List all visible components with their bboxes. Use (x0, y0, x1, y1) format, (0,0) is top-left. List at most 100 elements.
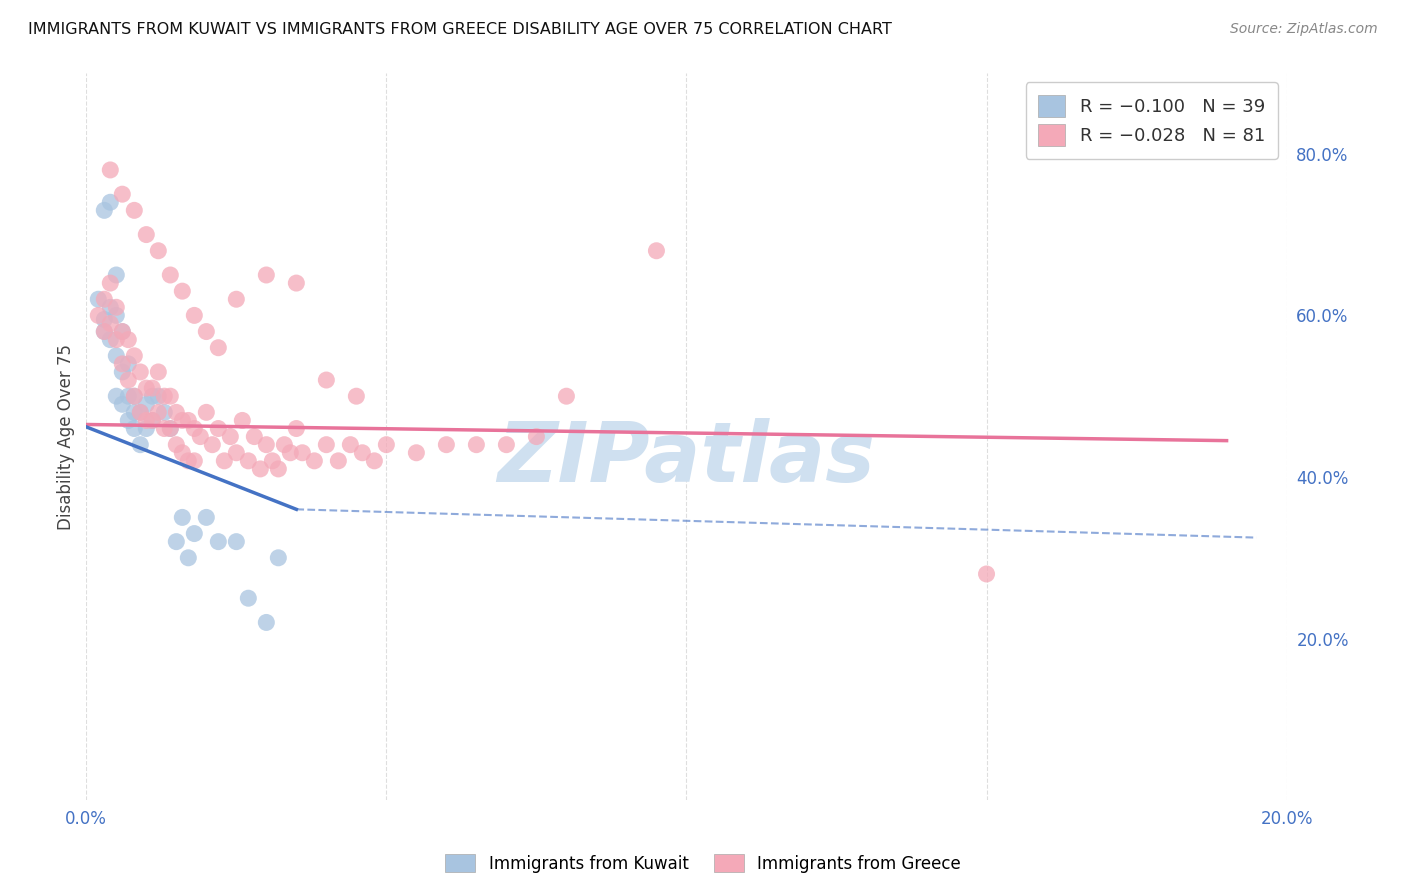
Point (148, 405, 170, 419)
Point (148, 244, 170, 258)
Point (285, 276, 308, 290)
Y-axis label: Disability Age Over 75: Disability Age Over 75 (58, 343, 75, 530)
Point (195, 510, 218, 524)
Point (117, 333, 139, 347)
Point (93, 312, 115, 326)
Point (434, 438, 457, 452)
Point (148, 389, 170, 403)
Point (183, 309, 205, 323)
Point (135, 413, 157, 427)
Point (124, 389, 146, 403)
Point (98, 317, 121, 331)
Point (124, 349, 146, 363)
Point (98, 333, 121, 347)
Point (111, 325, 134, 339)
Point (135, 397, 157, 411)
Point (129, 365, 152, 379)
Point (111, 365, 134, 379)
Point (117, 373, 139, 387)
Point (188, 429, 211, 443)
Point (124, 203, 146, 218)
Point (238, 591, 260, 606)
Point (183, 421, 205, 435)
Point (105, 333, 128, 347)
Point (111, 325, 134, 339)
Point (111, 187, 134, 202)
Point (124, 389, 146, 403)
Point (111, 357, 134, 371)
Point (172, 510, 194, 524)
Point (111, 397, 134, 411)
Point (273, 438, 295, 452)
Point (254, 438, 277, 452)
Point (291, 446, 314, 460)
Point (105, 301, 128, 315)
Point (280, 446, 302, 460)
Point (214, 454, 236, 468)
Point (93, 325, 115, 339)
Point (159, 268, 181, 282)
Point (105, 268, 128, 282)
Point (405, 446, 427, 460)
Point (172, 284, 194, 298)
Point (141, 413, 163, 427)
Point (315, 373, 337, 387)
Point (129, 405, 152, 419)
Point (363, 454, 385, 468)
Point (225, 446, 247, 460)
Point (93, 292, 115, 306)
Point (98, 276, 121, 290)
Point (135, 227, 157, 242)
Point (315, 438, 337, 452)
Point (124, 421, 146, 435)
Point (352, 446, 374, 460)
Point (153, 421, 176, 435)
Point (159, 421, 181, 435)
Text: Source: ZipAtlas.com: Source: ZipAtlas.com (1230, 22, 1378, 37)
Point (207, 421, 229, 435)
Point (165, 534, 187, 549)
Point (105, 309, 128, 323)
Point (135, 381, 157, 395)
Point (165, 438, 187, 452)
Point (465, 438, 488, 452)
Point (243, 429, 266, 443)
Point (238, 454, 260, 468)
Point (177, 550, 200, 565)
Point (304, 454, 326, 468)
Point (207, 534, 229, 549)
Point (117, 413, 139, 427)
Point (141, 389, 163, 403)
Point (219, 429, 242, 443)
Point (645, 244, 668, 258)
Point (339, 438, 361, 452)
Point (344, 389, 367, 403)
Point (183, 526, 205, 541)
Point (225, 292, 247, 306)
Point (555, 389, 578, 403)
Point (129, 405, 152, 419)
Point (148, 365, 170, 379)
Point (98, 163, 121, 178)
Point (231, 413, 253, 427)
Point (249, 462, 271, 476)
Point (98, 301, 121, 315)
Point (93, 203, 115, 218)
Point (153, 405, 176, 419)
Point (124, 405, 146, 419)
Point (254, 615, 277, 630)
Point (207, 341, 229, 355)
Point (129, 438, 152, 452)
Point (153, 389, 176, 403)
Point (254, 268, 277, 282)
Point (135, 421, 157, 435)
Point (285, 421, 308, 435)
Point (375, 438, 398, 452)
Point (159, 389, 181, 403)
Point (87, 292, 110, 306)
Point (177, 413, 200, 427)
Text: ZIPatlas: ZIPatlas (498, 418, 876, 499)
Point (105, 349, 128, 363)
Point (105, 389, 128, 403)
Legend: Immigrants from Kuwait, Immigrants from Greece: Immigrants from Kuwait, Immigrants from … (439, 847, 967, 880)
